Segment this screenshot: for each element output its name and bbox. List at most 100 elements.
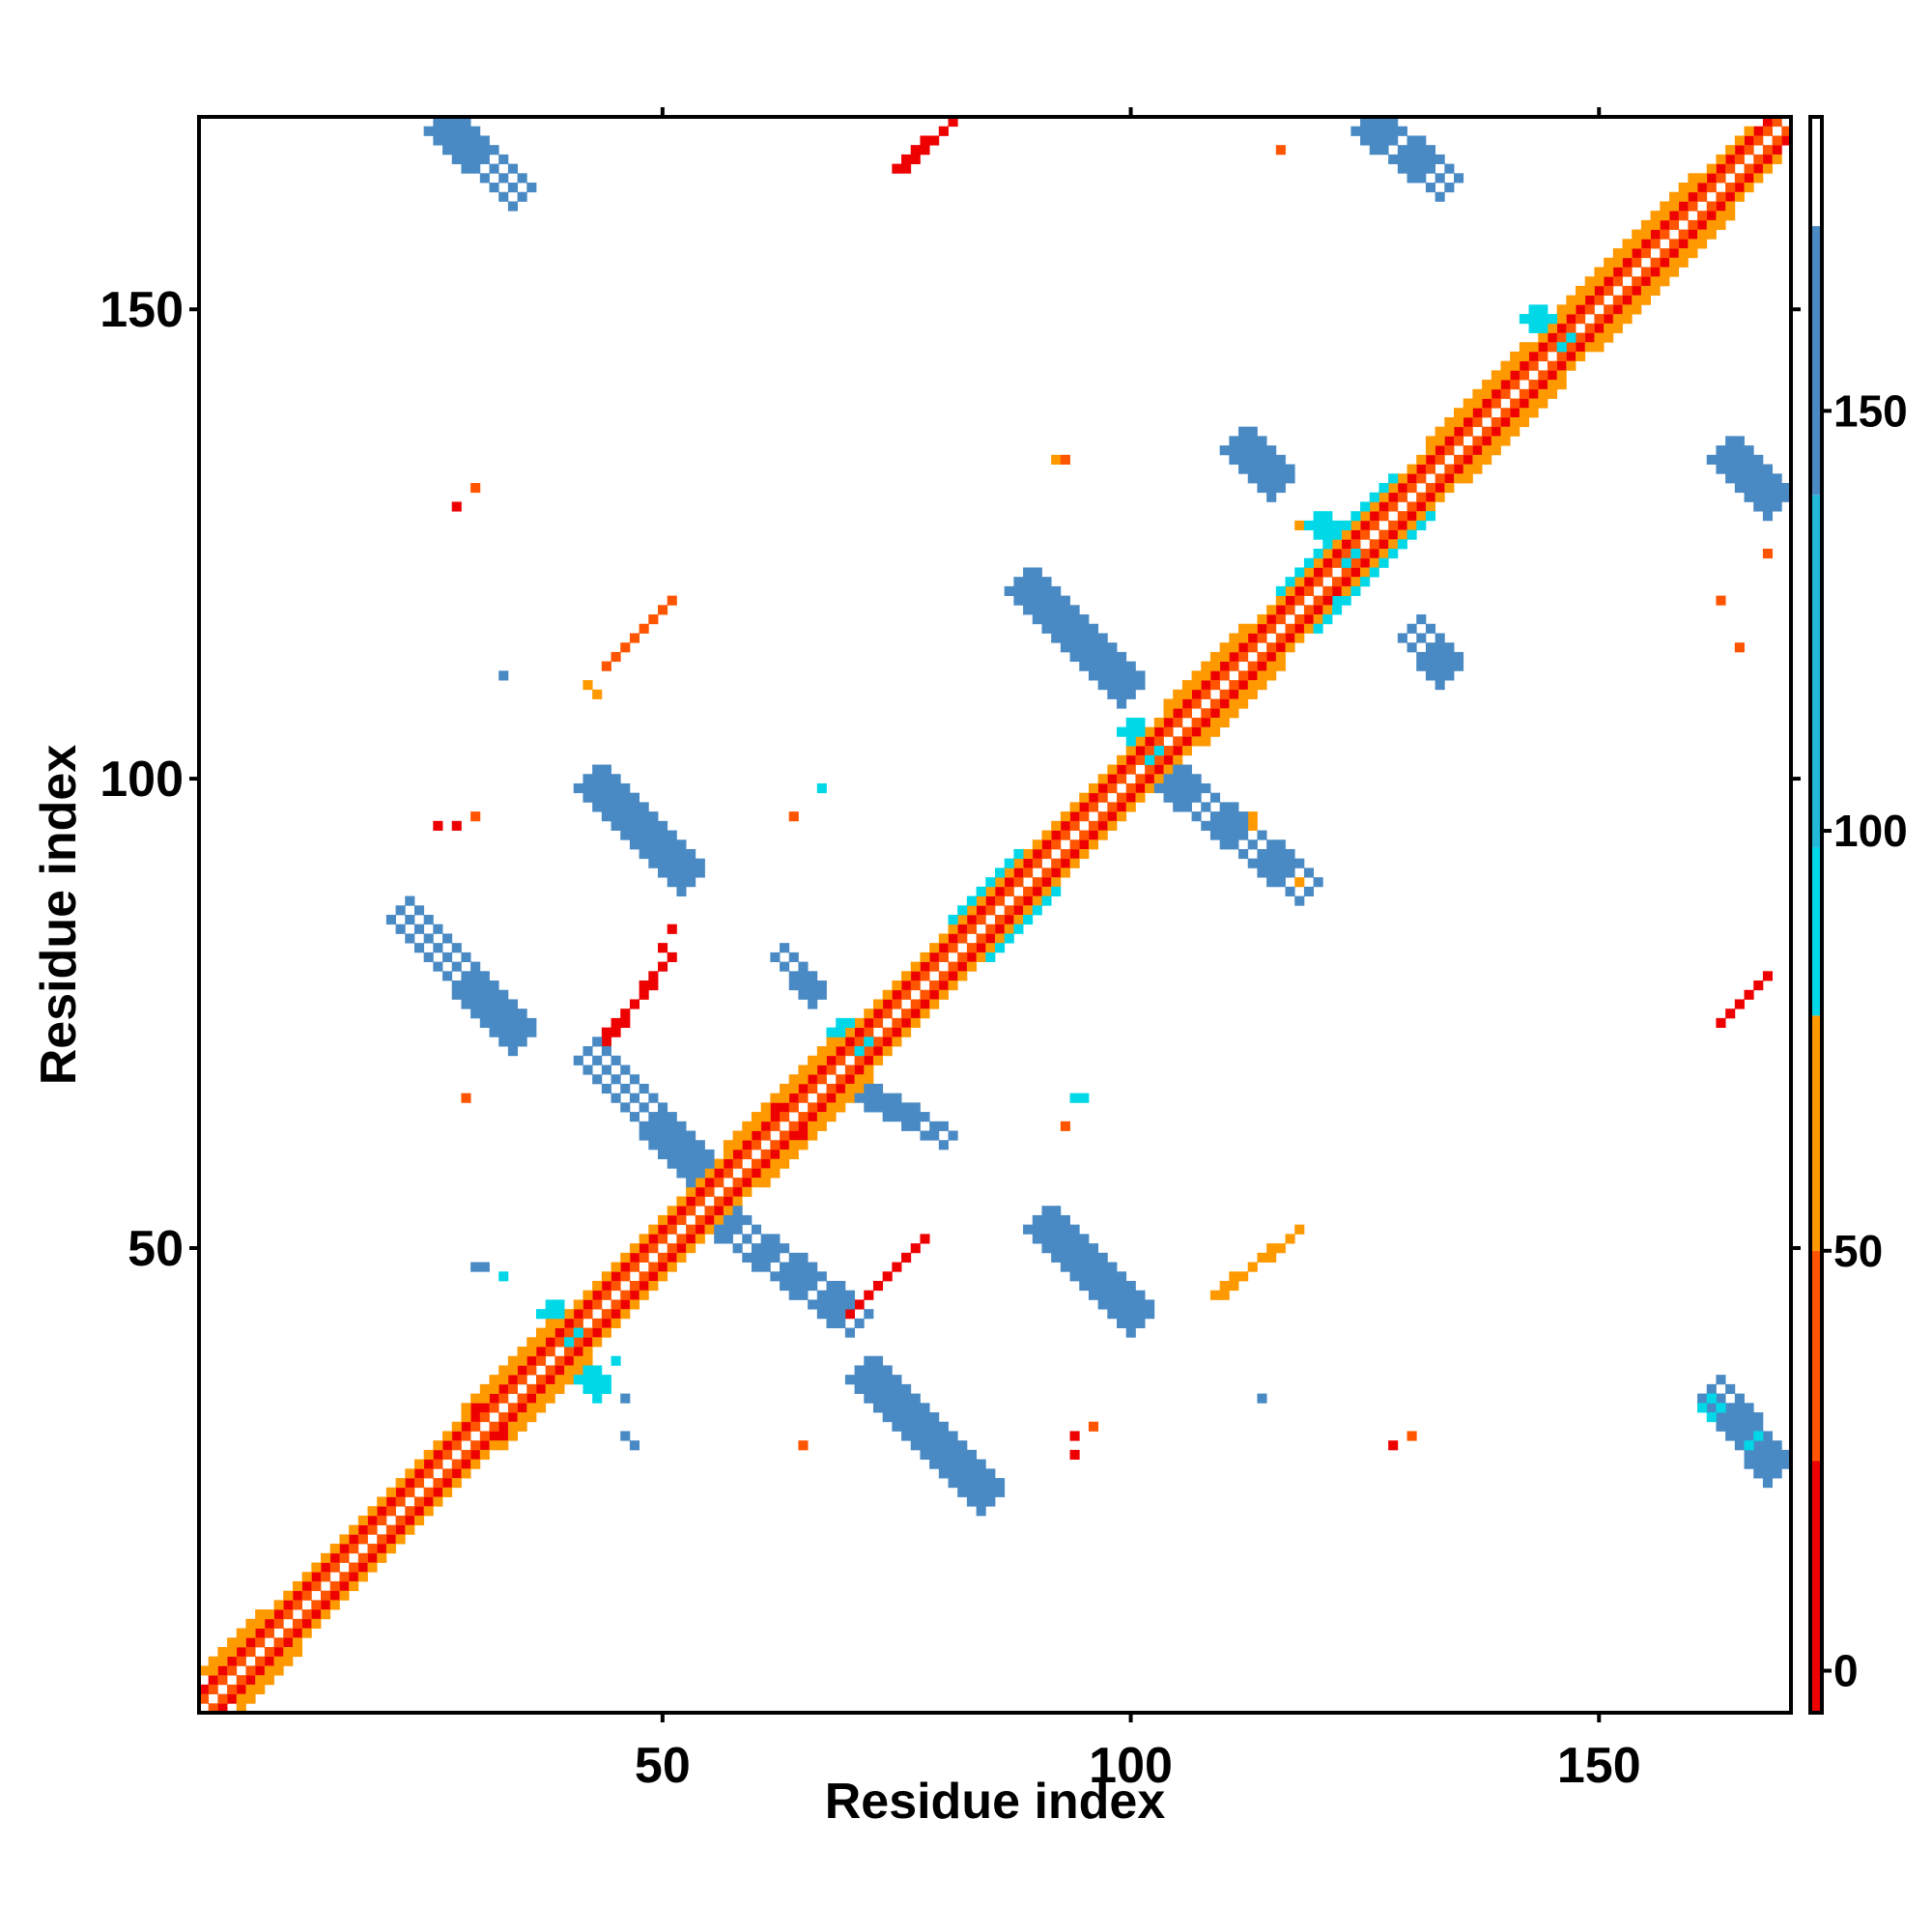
contact-band-cell [1604,323,1614,333]
contact-band-cell [929,1440,940,1451]
contact-band-cell [1566,351,1577,362]
contact-band-cell [1706,454,1717,465]
contact-band-cell [770,1121,781,1131]
contact-band-cell [1257,473,1267,484]
contact-band-cell [1547,332,1558,343]
contact-band-cell [479,1412,490,1423]
contact-point [667,923,677,934]
contact-band-cell [601,1083,611,1094]
contact-band-cell [1163,782,1174,794]
contact-band-cell [985,933,996,944]
contact-band-cell [1612,257,1623,268]
contact-band-cell [611,1017,621,1029]
contact-band-cell [620,1290,631,1300]
contact-band-cell [1556,314,1567,325]
contact-band-cell [601,782,611,794]
contact-band-cell [1145,782,1155,794]
contact-band-cell [451,943,462,953]
contact-band-cell [1360,567,1371,578]
contact-band-cell [695,1149,705,1160]
contact-band-cell [433,1478,443,1489]
contact-band-cell [1294,577,1305,587]
contact-band-cell [629,830,640,840]
contact-band-cell [1051,1206,1062,1216]
contact-band-cell [1079,661,1090,671]
contact-band-cell [1088,1271,1099,1282]
contact-band-cell [639,848,649,860]
contact-band-cell [948,961,958,972]
contact-band-cell [545,1327,555,1338]
contact-band-cell [451,1421,462,1432]
contact-band-cell [1454,408,1464,418]
contact-band-cell [1744,492,1754,502]
contact-band-cell [461,1459,471,1469]
contact-band-cell [311,1618,322,1629]
contact-band-cell [648,614,659,625]
contact-band-cell [920,1130,930,1141]
contact-band-cell [264,1665,274,1676]
contact-band-cell [1247,623,1258,634]
contact-band-cell [564,1318,575,1328]
contact-band-cell [489,1393,499,1404]
contact-band-cell [461,952,471,962]
contact-band-cell [1744,445,1754,456]
contact-band-cell [601,811,611,822]
contact-band-cell [1716,219,1726,231]
contact-band-cell [1032,595,1042,606]
contact-point [470,811,481,822]
contact-band-cell [1650,239,1661,249]
contact-band-cell [920,1403,930,1413]
contact-band-cell [1219,642,1230,653]
contact-band-cell [1107,642,1118,653]
contact-band-cell [1051,614,1062,625]
contact-band-cell [1238,830,1249,840]
contact-band-cell [686,858,696,868]
contact-band-cell [461,1431,471,1441]
contact-band-cell [938,943,949,953]
contact-band-cell [1688,173,1698,184]
contact-band-cell [311,1600,322,1610]
contact-band-cell [732,1243,743,1254]
contact-band-cell [1032,886,1042,896]
contact-band-cell [864,1355,874,1366]
contact-band-cell [1360,557,1371,568]
contact-band-cell [910,1112,921,1122]
contact-band-cell [1425,492,1436,502]
heatmap-cells [199,117,1792,1714]
contact-band-cell [1706,173,1717,184]
contact-band-cell [639,980,649,991]
contact-band-cell [1331,605,1343,615]
contact-band-cell [1425,145,1436,156]
contact-band-cell [882,999,893,1009]
contact-band-cell [1041,1234,1052,1244]
contact-band-cell [1051,1243,1062,1254]
contact-band-cell [788,971,799,981]
contact-band-cell [892,1421,902,1432]
contact-band-cell [1762,1431,1774,1441]
contact-band-cell [349,1524,359,1535]
contact-band-cell [1069,848,1080,860]
contact-band-cell [423,1496,434,1507]
contact-band-cell [1266,454,1277,465]
contact-band-cell [808,1271,818,1282]
contact-band-cell [1697,239,1708,249]
contact-band-cell [667,858,677,868]
contact-band-cell [1566,342,1577,353]
contact-band-cell [1491,370,1501,381]
contact-band-cell [451,117,462,128]
contact-band-cell [526,1017,537,1029]
contact-band-cell [1173,802,1183,812]
contact-band-cell [808,1065,818,1075]
contact-point [1069,1431,1080,1441]
contact-band-cell [1069,1262,1080,1272]
contact-point [451,820,462,831]
contact-band-cell [1032,585,1042,596]
contact-band-cell [938,1140,949,1151]
contact-band-cell [1388,473,1399,484]
contact-band-cell [1303,520,1314,530]
contact-band-cell [357,1572,368,1582]
contact-band-cell [892,1102,902,1113]
contact-band-cell [1322,567,1333,578]
contact-band-cell [1004,877,1014,888]
contact-band-cell [1762,117,1774,128]
